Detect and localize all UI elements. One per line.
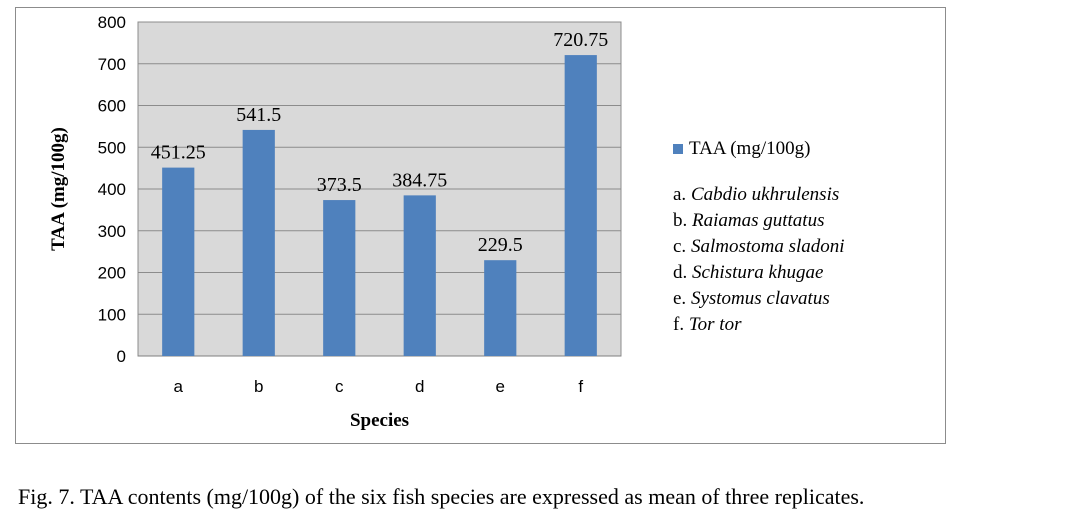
x-axis-label: Species bbox=[350, 410, 409, 431]
bar-d bbox=[403, 195, 436, 356]
legend-swatch bbox=[673, 144, 683, 154]
legend: TAA (mg/100g) a. Cabdio ukhrulensis b. R… bbox=[673, 138, 845, 338]
bar-a bbox=[162, 167, 195, 356]
legend-species-c: c. Salmostoma sladoni bbox=[673, 234, 845, 260]
x-tick-label-d: d bbox=[415, 377, 424, 396]
x-tick-labels: a b c d e f bbox=[174, 377, 584, 396]
species-key: a. bbox=[673, 184, 687, 205]
species-key: b. bbox=[673, 210, 688, 231]
legend-species-f: f. Tor tor bbox=[673, 312, 845, 338]
bars bbox=[162, 55, 597, 356]
legend-species-e: e. Systomus clavatus bbox=[673, 286, 845, 312]
data-label-a: 451.25 bbox=[151, 142, 206, 164]
y-tick-label: 500 bbox=[98, 138, 126, 157]
x-tick-label-c: c bbox=[335, 377, 344, 396]
bar-e bbox=[484, 260, 517, 356]
legend-series-label: TAA (mg/100g) bbox=[689, 138, 811, 159]
y-tick-label: 800 bbox=[98, 13, 126, 32]
species-key: e. bbox=[673, 288, 687, 309]
species-name: Cabdio ukhrulensis bbox=[690, 184, 840, 205]
legend-species-a: a. Cabdio ukhrulensis bbox=[673, 182, 845, 208]
y-tick-label: 400 bbox=[98, 180, 126, 199]
y-tick-label: 700 bbox=[98, 55, 126, 74]
y-tick-label: 200 bbox=[98, 264, 126, 283]
y-tick-label: 600 bbox=[98, 97, 126, 116]
bar-f bbox=[564, 55, 597, 356]
species-key: c. bbox=[673, 236, 687, 257]
data-label-c: 373.5 bbox=[317, 174, 362, 196]
species-name: Systomus clavatus bbox=[690, 288, 830, 309]
species-key: d. bbox=[673, 262, 688, 283]
chart-frame: 451.25 541.5 373.5 384.75 229.5 720.75 0 100 20… bbox=[15, 7, 946, 444]
gridlines bbox=[138, 21, 621, 357]
bar-chart: 451.25 541.5 373.5 384.75 229.5 720.75 0 100 20… bbox=[48, 13, 622, 431]
x-tick-label-b: b bbox=[254, 377, 263, 396]
legend-series: TAA (mg/100g) bbox=[673, 138, 845, 160]
data-label-e: 229.5 bbox=[478, 234, 523, 256]
species-name: Salmostoma sladoni bbox=[690, 236, 845, 257]
species-name: Tor tor bbox=[688, 314, 742, 335]
y-tick-label: 100 bbox=[98, 305, 126, 324]
species-name: Raiamas guttatus bbox=[692, 210, 825, 231]
bar-b bbox=[242, 129, 275, 356]
y-tick-labels: 0 100 200 300 400 500 600 700 800 bbox=[98, 13, 126, 366]
legend-species-b: b. Raiamas guttatus bbox=[673, 208, 845, 234]
legend-species-d: d. Schistura khugae bbox=[673, 260, 845, 286]
y-tick-label: 0 bbox=[117, 347, 126, 366]
data-label-b: 541.5 bbox=[236, 104, 281, 126]
data-labels: 451.25 541.5 373.5 384.75 229.5 720.75 bbox=[151, 29, 609, 256]
data-label-d: 384.75 bbox=[392, 169, 447, 191]
species-key: f. bbox=[673, 314, 685, 335]
x-tick-label-a: a bbox=[174, 377, 184, 396]
x-tick-label-e: e bbox=[496, 377, 505, 396]
y-axis-label: TAA (mg/100g) bbox=[48, 127, 69, 251]
bar-c bbox=[323, 200, 356, 356]
y-tick-label: 300 bbox=[98, 222, 126, 241]
figure-caption: Fig. 7. TAA contents (mg/100g) of the si… bbox=[18, 484, 865, 509]
data-label-f: 720.75 bbox=[553, 29, 608, 51]
species-name: Schistura khugae bbox=[692, 262, 824, 283]
x-tick-label-f: f bbox=[578, 377, 583, 396]
